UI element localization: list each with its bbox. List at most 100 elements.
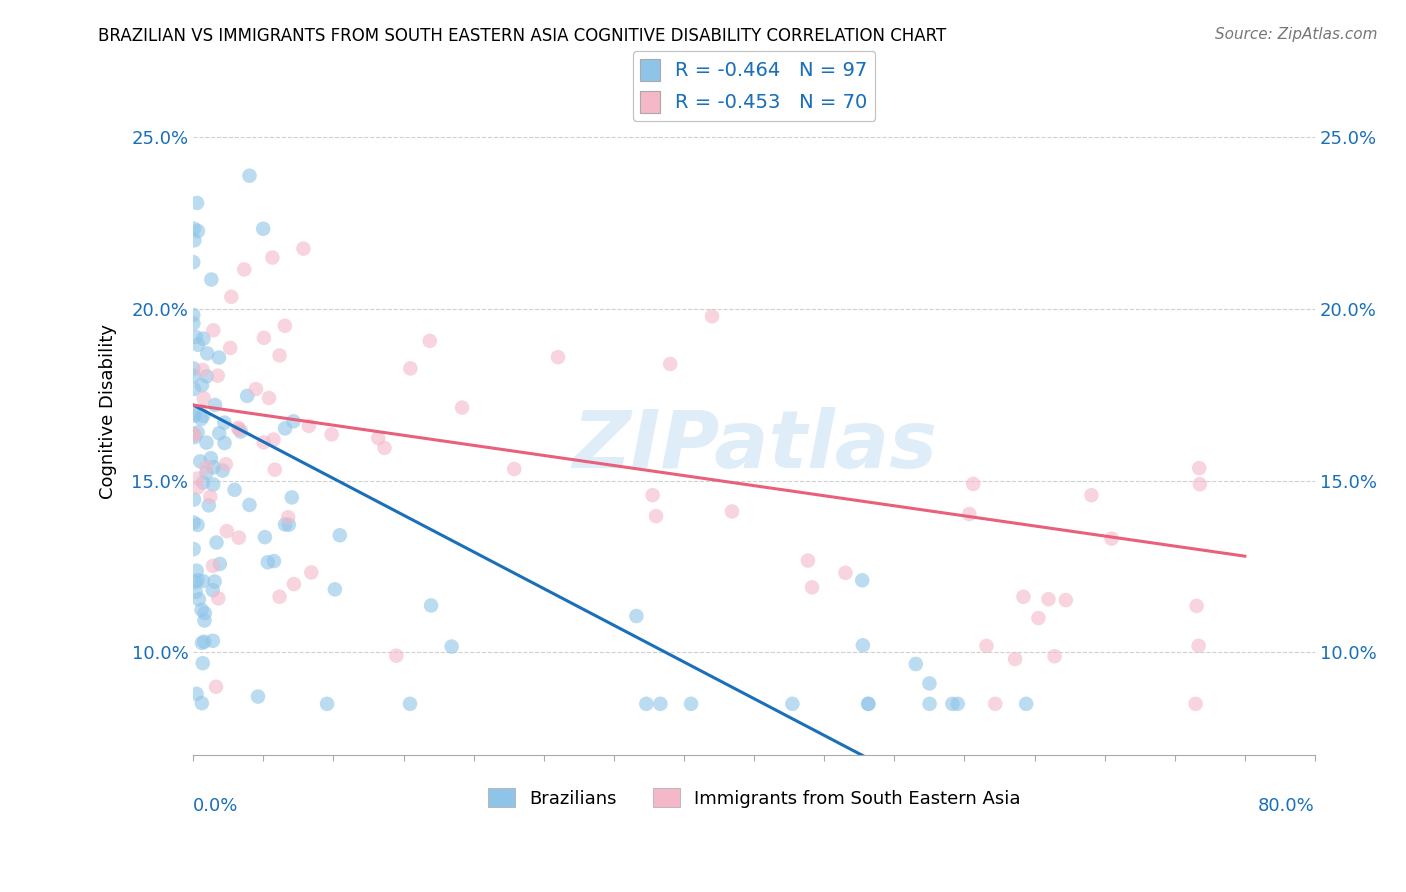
Point [283, 577, 305, 591]
Point [187, 425, 209, 440]
Point [186, 687, 208, 701]
Point [399, 697, 422, 711]
Point [233, 262, 256, 277]
Point [191, 378, 214, 392]
Point [941, 697, 963, 711]
Point [1015, 697, 1038, 711]
Point [1054, 593, 1077, 607]
Point [191, 696, 214, 710]
Point [852, 638, 875, 652]
Point [186, 574, 208, 588]
Point [721, 504, 744, 518]
Point [269, 590, 291, 604]
Point [440, 640, 463, 654]
Point [801, 580, 824, 594]
Point [190, 603, 212, 617]
Point [193, 634, 215, 648]
Point [329, 528, 352, 542]
Point [195, 369, 218, 384]
Point [834, 566, 856, 580]
Point [183, 516, 205, 530]
Point [641, 488, 664, 502]
Point [198, 499, 221, 513]
Point [214, 416, 236, 430]
Point [269, 348, 291, 362]
Point [193, 392, 215, 406]
Point [984, 697, 1007, 711]
Point [851, 574, 873, 588]
Point [183, 492, 205, 507]
Point [323, 582, 346, 597]
Point [252, 221, 274, 235]
Point [399, 361, 422, 376]
Point [191, 475, 214, 490]
Point [681, 697, 703, 711]
Point [204, 398, 226, 412]
Point [191, 636, 214, 650]
Point [277, 510, 299, 524]
Point [1012, 590, 1035, 604]
Point [1101, 532, 1123, 546]
Point [957, 507, 980, 521]
Point [238, 498, 260, 512]
Point [547, 350, 569, 364]
Point [253, 331, 276, 345]
Point [228, 531, 250, 545]
Point [321, 427, 343, 442]
Point [184, 575, 207, 590]
Point [207, 591, 229, 606]
Point [858, 697, 880, 711]
Point [299, 566, 322, 580]
Point [195, 460, 218, 475]
Point [274, 318, 297, 333]
Point [1185, 599, 1208, 613]
Point [245, 382, 267, 396]
Point [226, 421, 249, 435]
Point [187, 337, 209, 351]
Point [228, 422, 250, 436]
Point [187, 592, 209, 607]
Point [183, 317, 205, 331]
Point [183, 409, 205, 423]
Point [962, 476, 984, 491]
Point [946, 697, 969, 711]
Point [184, 330, 207, 344]
Point [208, 426, 231, 441]
Point [1043, 649, 1066, 664]
Point [367, 431, 389, 445]
Point [183, 368, 205, 383]
Point [204, 574, 226, 589]
Point [186, 564, 208, 578]
Point [277, 517, 299, 532]
Point [976, 639, 998, 653]
Point [1184, 697, 1206, 711]
Point [1188, 477, 1211, 491]
Point [373, 441, 395, 455]
Point [238, 169, 260, 183]
Point [263, 463, 285, 477]
Point [1188, 461, 1211, 475]
Point [193, 409, 215, 423]
Point [201, 583, 224, 598]
Point [298, 419, 321, 434]
Point [246, 690, 269, 704]
Point [645, 509, 668, 524]
Point [274, 421, 297, 435]
Point [262, 251, 284, 265]
Point [215, 524, 238, 538]
Point [205, 680, 228, 694]
Point [183, 233, 205, 247]
Point [183, 221, 205, 235]
Point [186, 196, 208, 211]
Point [201, 558, 224, 573]
Text: Source: ZipAtlas.com: Source: ZipAtlas.com [1215, 27, 1378, 42]
Point [183, 407, 205, 421]
Point [1004, 652, 1026, 666]
Point [191, 363, 214, 377]
Point [221, 290, 243, 304]
Point [236, 389, 259, 403]
Point [1080, 488, 1102, 502]
Point [256, 555, 278, 569]
Point [797, 553, 820, 567]
Point [193, 614, 215, 628]
